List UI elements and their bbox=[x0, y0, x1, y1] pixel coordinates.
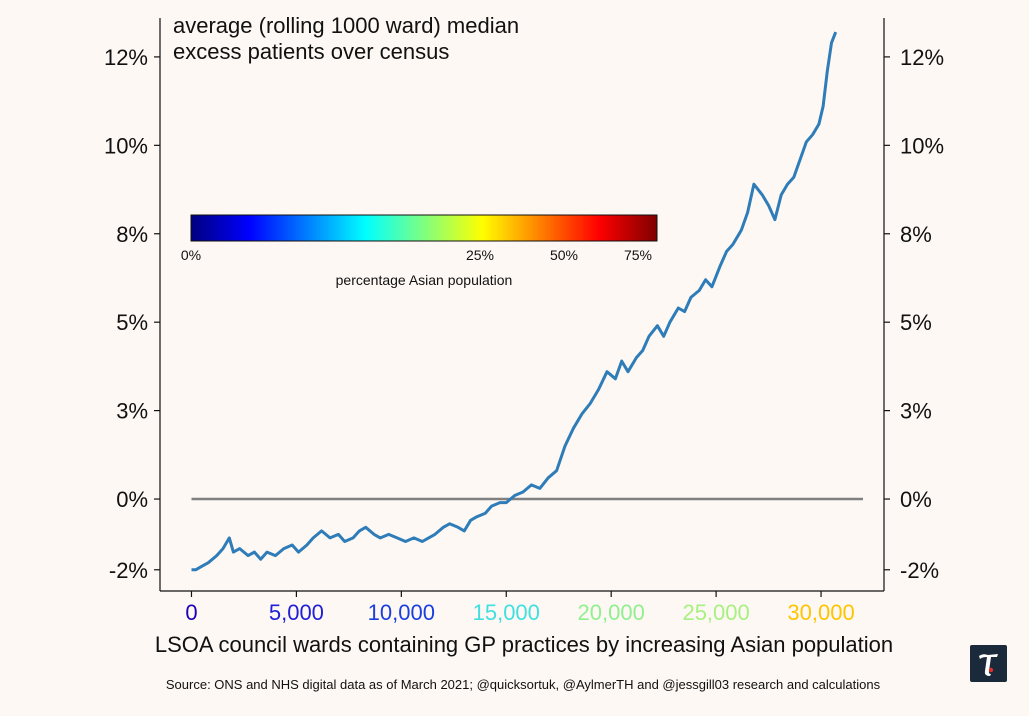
y-tick-label-right: 10% bbox=[900, 133, 944, 158]
y-tick-label-right: -2% bbox=[900, 558, 939, 583]
y-tick-label-left: -2% bbox=[109, 558, 148, 583]
colorbar-tick-label: 50% bbox=[550, 247, 578, 263]
t-logo-icon bbox=[979, 654, 998, 676]
series-line bbox=[191, 31, 838, 572]
x-tick-label: 25,000 bbox=[682, 600, 749, 625]
y-tick-label-right: 0% bbox=[900, 487, 932, 512]
y-tick-label-left: 3% bbox=[116, 399, 148, 424]
y-axis-left-ticks: -2% 0% 3% 5% 8% 10% 12% bbox=[104, 45, 160, 583]
y-tick-label-right: 12% bbox=[900, 45, 944, 70]
chart-title-line-2: excess patients over census bbox=[173, 39, 449, 64]
colorbar-tick-label: 75% bbox=[624, 247, 652, 263]
colorbar-gradient bbox=[190, 214, 658, 242]
x-tick-label: 15,000 bbox=[473, 600, 540, 625]
colorbar-tick-label: 25% bbox=[466, 247, 494, 263]
source-note: Source: ONS and NHS digital data as of M… bbox=[166, 677, 881, 692]
y-tick-label-right: 3% bbox=[900, 399, 932, 424]
y-tick-label-right: 8% bbox=[900, 222, 932, 247]
axes bbox=[159, 18, 885, 592]
x-axis-label: LSOA council wards containing GP practic… bbox=[155, 632, 893, 657]
y-tick-label-left: 12% bbox=[104, 45, 148, 70]
colorbar-tick-label: 0% bbox=[181, 247, 201, 263]
colorbar-label: percentage Asian population bbox=[336, 272, 513, 288]
chart-title-line-1: average (rolling 1000 ward) median bbox=[173, 13, 519, 38]
y-axis-right-ticks: -2% 0% 3% 5% 8% 10% 12% bbox=[884, 45, 944, 583]
x-tick-label: 10,000 bbox=[368, 600, 435, 625]
x-tick-label: 5,000 bbox=[269, 600, 324, 625]
x-tick-label: 30,000 bbox=[787, 600, 854, 625]
y-tick-label-right: 5% bbox=[900, 310, 932, 335]
y-tick-label-left: 10% bbox=[104, 133, 148, 158]
y-tick-label-left: 8% bbox=[116, 222, 148, 247]
x-axis-ticks: 0 5,000 10,000 15,000 20,000 25,000 30,000 bbox=[185, 591, 855, 625]
x-tick-label: 20,000 bbox=[578, 600, 645, 625]
t-logo bbox=[970, 645, 1007, 682]
y-tick-label-left: 0% bbox=[116, 487, 148, 512]
x-tick-label: 0 bbox=[185, 600, 197, 625]
y-tick-label-left: 5% bbox=[116, 310, 148, 335]
colorbar: 0% 25% 50% 75% percentage Asian populati… bbox=[181, 214, 658, 288]
